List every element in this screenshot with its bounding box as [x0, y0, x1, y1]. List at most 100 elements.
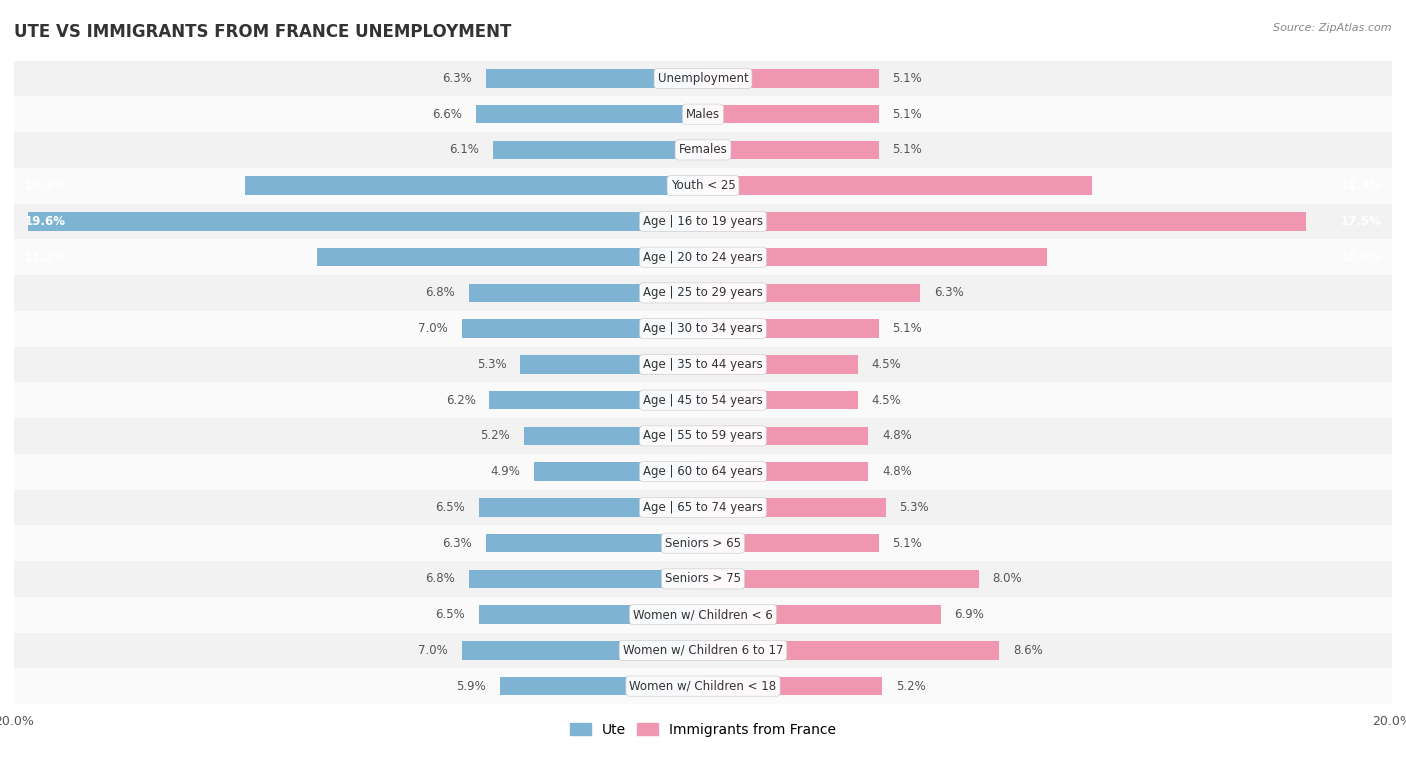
Bar	[499, 677, 703, 696]
Bar	[318, 248, 703, 266]
Bar	[479, 606, 703, 624]
Text: Females: Females	[679, 143, 727, 157]
Bar	[703, 319, 879, 338]
Bar	[486, 69, 703, 88]
Bar	[468, 569, 703, 588]
Text: 6.9%: 6.9%	[955, 608, 984, 621]
Bar	[14, 525, 1392, 561]
Bar	[14, 490, 1392, 525]
Text: 5.3%: 5.3%	[477, 358, 506, 371]
Bar	[703, 534, 879, 553]
Text: 6.3%: 6.3%	[443, 72, 472, 85]
Bar	[14, 204, 1392, 239]
Bar	[14, 132, 1392, 168]
Text: Age | 35 to 44 years: Age | 35 to 44 years	[643, 358, 763, 371]
Bar	[703, 498, 886, 517]
Bar	[461, 319, 703, 338]
Text: Source: ZipAtlas.com: Source: ZipAtlas.com	[1274, 23, 1392, 33]
Text: 5.1%: 5.1%	[893, 72, 922, 85]
Bar	[14, 668, 1392, 704]
Bar	[28, 212, 703, 231]
Bar	[703, 606, 941, 624]
Bar	[703, 176, 1092, 195]
Bar	[703, 641, 1000, 659]
Text: 7.0%: 7.0%	[419, 322, 449, 335]
Bar	[14, 561, 1392, 597]
Text: 5.1%: 5.1%	[893, 537, 922, 550]
Bar	[703, 141, 879, 159]
Bar	[461, 641, 703, 659]
Bar	[703, 677, 882, 696]
Bar	[14, 168, 1392, 204]
Bar	[524, 427, 703, 445]
Bar	[14, 96, 1392, 132]
Bar	[14, 633, 1392, 668]
Text: 8.6%: 8.6%	[1012, 644, 1043, 657]
Bar	[703, 355, 858, 374]
Text: Age | 60 to 64 years: Age | 60 to 64 years	[643, 465, 763, 478]
Legend: Ute, Immigrants from France: Ute, Immigrants from France	[564, 717, 842, 742]
Text: 5.9%: 5.9%	[456, 680, 486, 693]
Text: 11.2%: 11.2%	[24, 251, 65, 263]
Bar	[14, 382, 1392, 418]
Text: 11.3%: 11.3%	[1341, 179, 1382, 192]
Bar	[14, 61, 1392, 96]
Bar	[14, 347, 1392, 382]
Text: 6.1%: 6.1%	[450, 143, 479, 157]
Bar	[703, 427, 869, 445]
Text: 19.6%: 19.6%	[24, 215, 66, 228]
Bar	[245, 176, 703, 195]
Text: 5.3%: 5.3%	[900, 501, 929, 514]
Bar	[703, 248, 1047, 266]
Text: 4.5%: 4.5%	[872, 394, 901, 407]
Bar	[14, 597, 1392, 633]
Text: 5.2%: 5.2%	[896, 680, 925, 693]
Bar	[14, 275, 1392, 311]
Text: 13.3%: 13.3%	[24, 179, 65, 192]
Text: 4.8%: 4.8%	[882, 429, 912, 442]
Text: 7.0%: 7.0%	[419, 644, 449, 657]
Bar	[14, 239, 1392, 275]
Bar	[703, 105, 879, 123]
Text: Age | 45 to 54 years: Age | 45 to 54 years	[643, 394, 763, 407]
Bar	[703, 391, 858, 410]
Text: 5.1%: 5.1%	[893, 322, 922, 335]
Text: 5.1%: 5.1%	[893, 143, 922, 157]
Text: Age | 30 to 34 years: Age | 30 to 34 years	[643, 322, 763, 335]
Bar	[703, 569, 979, 588]
Text: 5.2%: 5.2%	[481, 429, 510, 442]
Text: 6.3%: 6.3%	[934, 286, 963, 300]
Bar	[703, 69, 879, 88]
Text: 6.8%: 6.8%	[425, 286, 456, 300]
Text: 4.8%: 4.8%	[882, 465, 912, 478]
Bar	[468, 284, 703, 302]
Text: Age | 20 to 24 years: Age | 20 to 24 years	[643, 251, 763, 263]
Text: 6.5%: 6.5%	[436, 501, 465, 514]
Bar	[520, 355, 703, 374]
Bar	[479, 498, 703, 517]
Bar	[703, 212, 1306, 231]
Text: Women w/ Children < 6: Women w/ Children < 6	[633, 608, 773, 621]
Text: 6.6%: 6.6%	[432, 107, 461, 120]
Text: Age | 25 to 29 years: Age | 25 to 29 years	[643, 286, 763, 300]
Text: 6.3%: 6.3%	[443, 537, 472, 550]
Bar	[489, 391, 703, 410]
Text: 6.2%: 6.2%	[446, 394, 475, 407]
Text: 10.0%: 10.0%	[1341, 251, 1382, 263]
Text: Age | 16 to 19 years: Age | 16 to 19 years	[643, 215, 763, 228]
Text: 8.0%: 8.0%	[993, 572, 1022, 585]
Text: 6.8%: 6.8%	[425, 572, 456, 585]
Text: Males: Males	[686, 107, 720, 120]
Text: 17.5%: 17.5%	[1341, 215, 1382, 228]
Text: 4.9%: 4.9%	[491, 465, 520, 478]
Text: Age | 65 to 74 years: Age | 65 to 74 years	[643, 501, 763, 514]
Bar	[703, 463, 869, 481]
Text: UTE VS IMMIGRANTS FROM FRANCE UNEMPLOYMENT: UTE VS IMMIGRANTS FROM FRANCE UNEMPLOYME…	[14, 23, 512, 41]
Bar	[534, 463, 703, 481]
Text: Youth < 25: Youth < 25	[671, 179, 735, 192]
Bar	[486, 534, 703, 553]
Text: Unemployment: Unemployment	[658, 72, 748, 85]
Bar	[494, 141, 703, 159]
Bar	[14, 453, 1392, 490]
Text: Age | 55 to 59 years: Age | 55 to 59 years	[643, 429, 763, 442]
